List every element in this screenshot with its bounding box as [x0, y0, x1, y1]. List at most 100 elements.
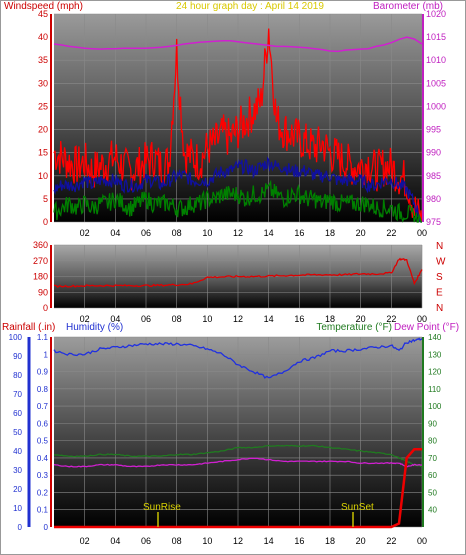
compass-label: N: [436, 241, 443, 252]
x-tick-label: 16: [294, 536, 304, 546]
x-tick-label: 22: [386, 314, 396, 324]
sunset-label: SunSet: [341, 502, 374, 513]
humidity-line: [53, 337, 423, 379]
temperature-y-tick-label: 50: [428, 488, 437, 497]
direction-y-tick-label: 270: [33, 256, 48, 266]
temperature-y-tick-label: 110: [428, 385, 441, 394]
direction-series: [53, 257, 423, 288]
wind-y-tick-label: 0: [43, 217, 48, 227]
humidity-y-tick-label: 60: [13, 409, 22, 418]
wind-low-line: [53, 179, 422, 223]
rainfall-y-tick-label: 0.7: [37, 402, 49, 411]
rainfall-y-tick-label: 0.9: [37, 368, 49, 377]
temperature-y-tick-label: 140: [428, 333, 442, 342]
barometer-line: [53, 36, 423, 53]
compass-label: E: [436, 288, 443, 299]
wind-y-tick-label: 40: [38, 32, 48, 42]
x-tick-label: 04: [110, 536, 120, 546]
rainfall-axis-title: Rainfall (.in): [2, 322, 55, 333]
x-tick-label: 18: [325, 314, 335, 324]
rainfall-y-tick-label: 1: [44, 350, 49, 359]
x-tick-label: 00: [417, 228, 427, 238]
temperature-y-tick-label: 80: [428, 437, 437, 446]
wind-y-tick-label: 15: [38, 148, 48, 158]
rainfall-line: [54, 448, 422, 529]
rainfall-y-tick-label: 0.6: [37, 419, 49, 428]
wind-y-tick-label: 5: [43, 194, 48, 204]
rainfall-y-tick-label: 1.1: [37, 333, 49, 342]
x-tick-label: 22: [386, 228, 396, 238]
rainfall-y-tick-label: 0.8: [37, 385, 49, 394]
barometer-y-tick-label: 1020: [426, 9, 446, 19]
wind-y-tick-label: 35: [38, 55, 48, 65]
x-tick-label: 20: [356, 314, 366, 324]
wind-direction-line: [53, 257, 423, 288]
rainfall-y-tick-label: 0.5: [37, 437, 49, 446]
x-tick-label: 00: [417, 536, 427, 546]
temperature-line: [53, 444, 423, 468]
compass-label: S: [436, 272, 443, 283]
barometer-y-tick-label: 980: [426, 194, 441, 204]
wind-y-tick-label: 25: [38, 101, 48, 111]
wind-y-tick-label: 30: [38, 78, 48, 88]
humidity-y-tick-label: 80: [13, 371, 22, 380]
wind-y-tick-label: 10: [38, 171, 48, 181]
temperature-y-tick-label: 70: [428, 454, 437, 463]
rainfall-y-tick-label: 0.2: [37, 488, 49, 497]
x-tick-label: 14: [264, 228, 274, 238]
x-tick-label: 14: [264, 536, 274, 546]
barometer-y-tick-label: 975: [426, 217, 441, 227]
x-tick-label: 18: [325, 228, 335, 238]
barometer-y-tick-label: 995: [426, 125, 441, 135]
graph-title: 24 hour graph day : April 14 2019: [176, 1, 324, 12]
x-tick-label: 06: [141, 314, 151, 324]
x-tick-label: 20: [356, 228, 366, 238]
temperature-y-tick-label: 90: [428, 419, 437, 428]
rainfall-y-tick-label: 0.4: [37, 454, 49, 463]
x-tick-label: 08: [172, 314, 182, 324]
barometer-y-tick-label: 985: [426, 171, 441, 181]
sunrise-label: SunRise: [143, 502, 181, 513]
x-tick-label: 06: [141, 536, 151, 546]
rainfall-y-tick-label: 0.1: [37, 506, 49, 515]
direction-y-tick-label: 360: [33, 240, 48, 250]
wind-y-tick-label: 45: [38, 9, 48, 19]
x-tick-label: 02: [80, 314, 90, 324]
wind-average-line: [53, 156, 422, 223]
x-tick-label: 10: [202, 536, 212, 546]
wind-axis-title: Windspeed (mph): [4, 1, 83, 12]
humidity-axis-title: Humidity (%): [66, 322, 123, 333]
x-tick-label: 16: [294, 228, 304, 238]
x-tick-label: 12: [233, 536, 243, 546]
x-tick-label: 16: [294, 314, 304, 324]
x-tick-label: 10: [202, 314, 212, 324]
barometer-y-tick-label: 990: [426, 148, 441, 158]
dewpoint-axis-title: Dew Point (°F): [394, 322, 459, 333]
x-tick-label: 20: [356, 536, 366, 546]
wind-series: [53, 28, 423, 223]
wind-y-tick-label: 20: [38, 125, 48, 135]
direction-y-tick-label: 180: [33, 272, 48, 282]
x-tick-label: 08: [172, 536, 182, 546]
barometer-y-tick-label: 1010: [426, 55, 446, 65]
x-tick-label: 12: [233, 228, 243, 238]
humidity-y-tick-label: 30: [13, 466, 22, 475]
x-tick-label: 08: [172, 228, 182, 238]
rainfall-y-tick-label: 0.3: [37, 471, 49, 480]
wind-gust-line: [53, 28, 423, 223]
x-tick-label: 12: [233, 314, 243, 324]
x-tick-label: 06: [141, 228, 151, 238]
humidity-y-tick-label: 70: [13, 390, 22, 399]
temperature-axis-title: Temperature (°F): [316, 322, 392, 333]
barometer-y-tick-label: 1000: [426, 101, 446, 111]
climate-axes: 010203040506070809010000.10.20.30.40.50.…: [9, 333, 442, 546]
x-tick-label: 22: [386, 536, 396, 546]
humidity-y-tick-label: 20: [13, 485, 22, 494]
barometer-y-tick-label: 1005: [426, 78, 446, 88]
barometer-axis-title: Barometer (mb): [373, 1, 443, 12]
direction-y-tick-label: 0: [43, 303, 48, 313]
direction-y-tick-label: 90: [38, 287, 48, 297]
humidity-y-tick-label: 50: [13, 428, 22, 437]
wind-axes: 0 5 10 15 20 25 30 35 40 45 975 980 985 990 995 1000 100…: [38, 9, 446, 238]
